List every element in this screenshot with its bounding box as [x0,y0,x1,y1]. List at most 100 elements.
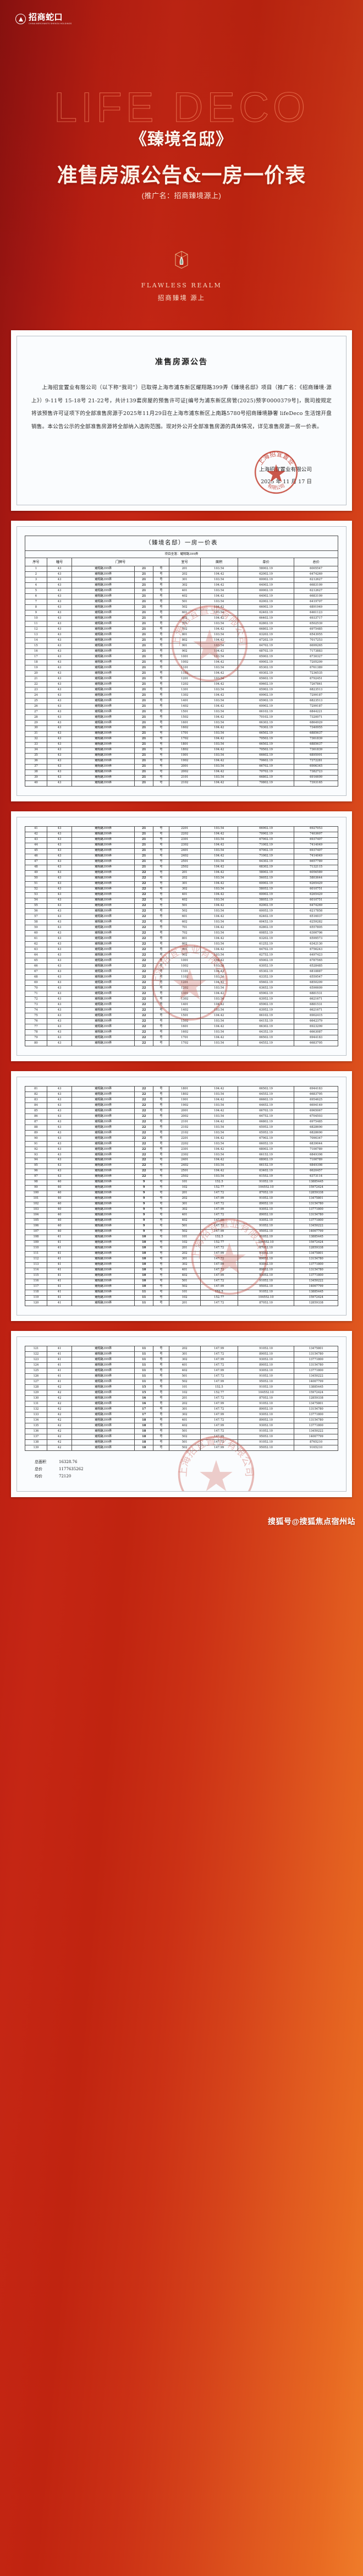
cell-addr: 耀翔路399弄 [72,1040,135,1047]
price-table-wrap: 81 43 耀翔路399弄 22 号 1801 104.42 66502.19 6944183 8… [17,1077,346,1315]
cell-bld: 43 [46,659,73,666]
cell-hao: 号 [153,1284,169,1290]
table-row: 49 43 耀翔路399弄 22 号 201 104.42 58002.19 6056589 [25,870,338,876]
cell-no: 21 [134,864,154,871]
cell-unit: 91052.10 [237,1384,295,1391]
cell-area: 147.72 [200,1245,238,1252]
cell-tot: 6792451 [294,676,338,683]
cell-room: 402 [168,1368,201,1374]
cell-addr: 耀翔路399弄 [72,980,135,986]
cell-hao: 号 [153,577,169,583]
cell-unit: 66802.19 [237,626,295,633]
cell-no: 22 [134,1018,154,1025]
cell-tot: 5803644 [294,875,338,882]
cell-bld: 43 [46,1140,73,1147]
cell-no: 17 [134,1412,154,1418]
cell-addr: 耀翔路399弄 [72,1384,135,1391]
summary-row: 均价 72120 [35,1473,338,1480]
cell-tot: 6927053 [294,826,338,832]
cell-area: 103.54 [200,952,238,959]
table-row: 56 43 耀翔路399弄 22 号 502 103.54 60052.19 6217858 [25,908,338,915]
cell-no: 10 [134,1240,154,1246]
cell-tot: 6528485 [294,963,338,970]
cell-hao: 号 [153,697,169,704]
cell-unit: 93052.10 [237,1368,295,1374]
cell-unit: 66152.19 [237,1151,295,1158]
cell-seq: 130 [25,1395,47,1402]
cell-room: 1402 [168,703,201,710]
cell-room: 1301 [168,991,201,997]
cell-tot: 6849398 [294,1163,338,1169]
cell-no: 22 [134,947,154,953]
cell-seq: 42 [25,831,47,838]
cell-room: 2201 [168,1135,201,1142]
cell-addr: 耀翔路399弄 [72,1346,135,1352]
cell-seq: 50 [25,875,47,882]
cell-area: 104.42 [200,714,238,721]
cell-unit: 64352.19 [237,1029,295,1036]
cell-unit: 62802.19 [237,621,295,627]
cell-no: 22 [134,963,154,970]
table-row: 109 41 耀翔路399弄 10 号 102 152.77 104552.10 1597242… [25,1240,338,1246]
cell-unit: 66302.19 [237,1024,295,1030]
cell-addr: 耀翔路399弄 [72,588,135,594]
cell-unit: 66002.19 [237,604,295,611]
cell-room: 202 [168,1346,201,1352]
cell-addr: 耀翔路399弄 [72,1439,135,1446]
table-row: 23 43 耀翔路399弄 21 号 1301 103.54 65902.19 6823513 [25,687,338,693]
cell-unit: 70902.19 [237,831,295,838]
cell-area: 103.54 [200,1129,238,1136]
cell-area: 147.99 [200,1229,238,1235]
cell-tot: 13885445 [294,1384,338,1391]
cell-addr: 耀翔路399弄 [72,687,135,693]
cell-tot: 7320071 [294,714,338,721]
table-title: （臻境名邸）一房一价表 [25,536,338,551]
cell-seq: 57 [25,914,47,920]
cell-unit: 67002.19 [237,837,295,843]
table-row: 15 43 耀翔路399弄 21 号 901 103.54 64702.19 6699265 [25,643,338,650]
cell-area: 104.42 [200,736,238,743]
table-row: 86 43 耀翔路399弄 22 号 2002 103.54 64752.19 6704503 [25,1114,338,1120]
cell-addr: 耀翔路399弄 [72,870,135,876]
cell-room: 1602 [168,1029,201,1036]
cell-hao: 号 [153,1190,169,1197]
cell-room: 1602 [168,725,201,732]
table-row: 139 42 耀翔路399弄 18 号 502 147.99 95052.10 9165210 [25,1445,338,1451]
cell-no: 22 [134,1135,154,1142]
cell-room: 101 [168,1179,201,1186]
cell-seq: 49 [25,870,47,876]
cell-seq: 71 [25,991,47,997]
cell-area: 147.72 [200,1373,238,1380]
summary-value: 16328.76 [59,1460,78,1465]
cell-hao: 号 [153,936,169,942]
cell-bld: 41 [46,1245,73,1252]
cell-room: 802 [168,941,201,948]
cell-room: 1501 [168,1013,201,1019]
cell-unit: 87052.10 [237,1245,295,1252]
cell-no: 21 [134,842,154,849]
cell-no: 21 [134,714,154,721]
cell-area: 104.42 [200,842,238,849]
cell-unit: 62752.19 [237,952,295,959]
cell-seq: 101 [25,1196,47,1202]
cell-addr: 耀翔路399弄 [72,1097,135,1104]
cell-bld: 43 [46,697,73,704]
cell-addr: 耀翔路399弄 [72,703,135,710]
cell-hao: 号 [153,1024,169,1030]
cell-unit: 56052.19 [237,875,295,882]
table-row: 3 43 耀翔路399弄 21 号 301 103.54 60002.19 6212627 [25,577,338,583]
cell-tot: 6954625 [294,1097,338,1104]
cell-unit: 66102.19 [237,708,295,715]
cell-seq: 24 [25,692,47,698]
cell-room: 501 [168,1373,201,1380]
cell-hao: 号 [153,725,169,732]
cell-no: 9 [134,1196,154,1202]
cell-area: 104.42 [200,615,238,622]
cell-tot: 12859338 [294,1245,338,1252]
cell-unit: 64752.19 [237,1114,295,1120]
cell-room: 202 [168,1196,201,1202]
cell-bld: 43 [46,599,73,605]
cell-no: 21 [134,676,154,683]
cell-no: 18 [134,1434,154,1440]
cell-addr: 耀翔路399弄 [72,974,135,981]
